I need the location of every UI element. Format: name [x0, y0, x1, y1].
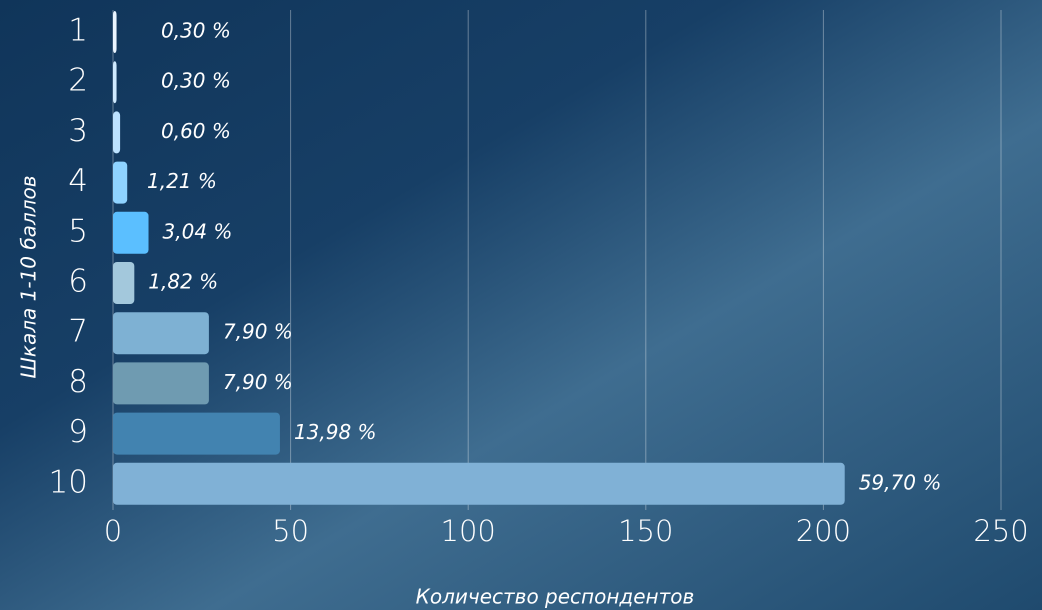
y-tick-label: 2	[68, 63, 88, 99]
y-tick-label: 3	[68, 113, 88, 149]
y-tick-label: 6	[68, 264, 88, 300]
y-tick-label: 1	[68, 13, 88, 49]
y-axis-title: Шкала 1-10 баллов	[17, 175, 41, 378]
bar	[113, 161, 128, 204]
data-label: 1,82 %	[148, 270, 218, 294]
bar	[113, 462, 845, 505]
data-label: 7,90 %	[223, 370, 293, 394]
bar	[113, 211, 149, 254]
bar	[113, 11, 117, 53]
x-tick-label: 200	[796, 514, 851, 548]
x-tick-label: 50	[272, 514, 309, 548]
y-tick-label: 8	[68, 364, 88, 400]
x-tick-label: 0	[104, 514, 122, 548]
data-label: 0,30 %	[161, 69, 231, 93]
x-axis-title: Количество респондентов	[416, 585, 695, 609]
x-tick-label: 150	[618, 514, 673, 548]
bar	[113, 111, 121, 154]
data-label: 0,60 %	[161, 119, 231, 143]
data-label: 1,21 %	[147, 169, 217, 193]
y-tick-label: 9	[68, 414, 88, 450]
bar	[113, 412, 280, 455]
bar	[113, 61, 117, 104]
x-tick-label: 250	[973, 514, 1028, 548]
y-tick-label: 4	[68, 163, 88, 199]
bar	[113, 362, 209, 405]
y-tick-label: 5	[68, 213, 88, 249]
bar	[113, 262, 135, 304]
bar	[113, 312, 209, 355]
data-label: 3,04 %	[163, 219, 233, 243]
data-label: 13,98 %	[294, 420, 377, 444]
data-label: 59,70 %	[859, 470, 942, 494]
y-tick-label: 10	[49, 464, 88, 500]
data-label: 0,30 %	[161, 19, 231, 43]
y-tick-label: 7	[68, 314, 88, 350]
x-tick-label: 100	[441, 514, 496, 548]
data-label: 7,90 %	[223, 320, 293, 344]
